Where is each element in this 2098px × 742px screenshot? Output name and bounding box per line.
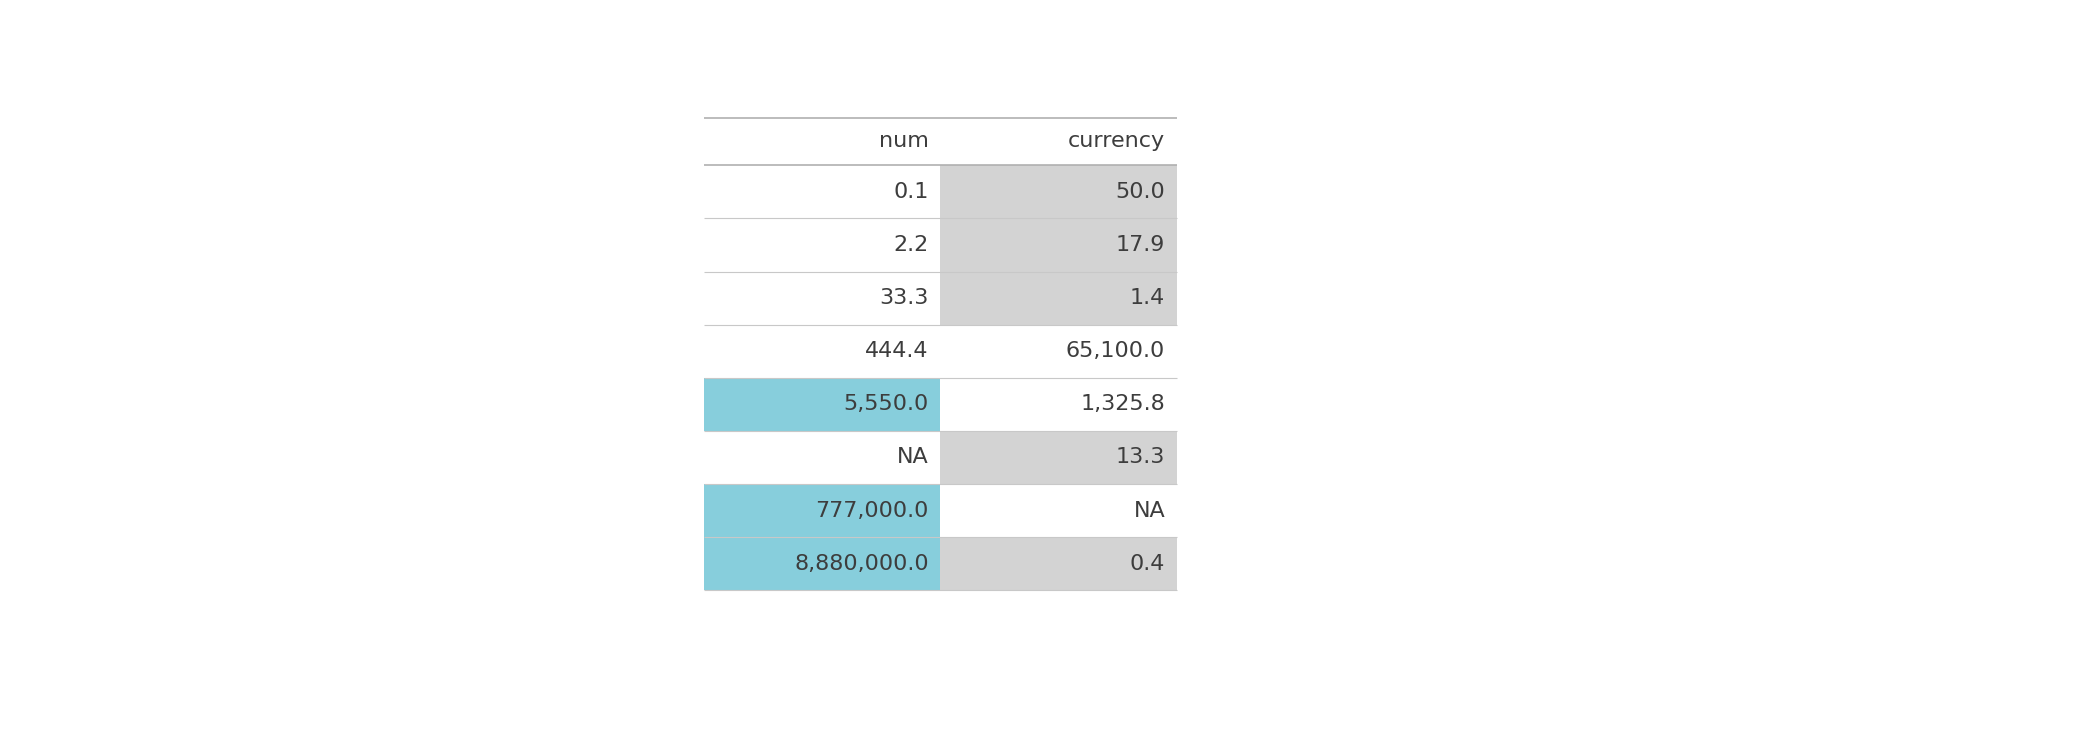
Text: 1.4: 1.4 <box>1131 288 1164 308</box>
Text: 5,550.0: 5,550.0 <box>843 394 929 414</box>
Text: num: num <box>879 131 929 151</box>
Bar <box>940 537 1177 591</box>
Text: 1,325.8: 1,325.8 <box>1080 394 1164 414</box>
Text: 17.9: 17.9 <box>1116 235 1164 255</box>
Text: 50.0: 50.0 <box>1116 182 1164 202</box>
Bar <box>705 484 940 537</box>
Bar <box>940 272 1177 325</box>
Text: 13.3: 13.3 <box>1116 447 1164 467</box>
Text: NA: NA <box>898 447 929 467</box>
Text: 33.3: 33.3 <box>879 288 929 308</box>
Text: 0.4: 0.4 <box>1129 554 1164 574</box>
Text: currency: currency <box>1068 131 1164 151</box>
Text: 8,880,000.0: 8,880,000.0 <box>795 554 929 574</box>
Bar <box>940 431 1177 484</box>
Bar <box>940 218 1177 272</box>
Text: NA: NA <box>1133 501 1164 521</box>
Bar <box>705 378 940 431</box>
Text: 0.1: 0.1 <box>894 182 929 202</box>
Text: 65,100.0: 65,100.0 <box>1066 341 1164 361</box>
Text: 2.2: 2.2 <box>894 235 929 255</box>
Text: 777,000.0: 777,000.0 <box>816 501 929 521</box>
Bar <box>940 165 1177 218</box>
Text: 444.4: 444.4 <box>864 341 929 361</box>
Bar <box>705 537 940 591</box>
